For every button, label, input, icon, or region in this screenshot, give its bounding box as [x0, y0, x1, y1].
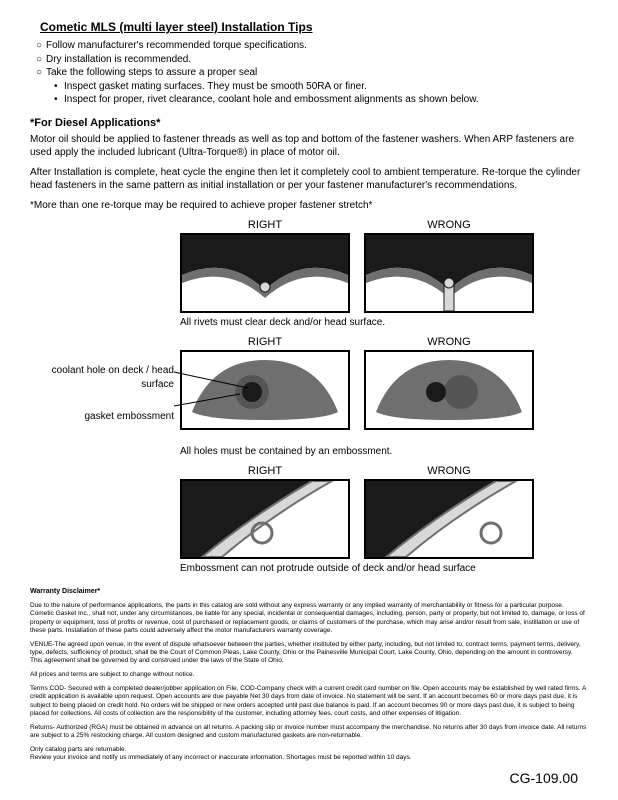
warranty-head: Warranty Disclaimer* [30, 588, 588, 597]
fine-p4: Terms COD- Secured with a completed deal… [30, 685, 588, 718]
diesel-heading: *For Diesel Applications* [30, 117, 588, 129]
subbullet-1: Inspect gasket mating surfaces. They mus… [64, 80, 367, 94]
diesel-p3: *More than one re-torque may be required… [30, 199, 588, 212]
fine-p1: Due to the nature of performance applica… [30, 602, 588, 635]
bullet-1: Follow manufacturer's recommended torque… [46, 39, 307, 53]
subbullet-2: Inspect for proper, rivet clearance, coo… [64, 93, 479, 107]
diagram-wrong-3 [364, 479, 534, 559]
diagram-row-2: coolant hole on deck / head surface gask… [30, 336, 588, 442]
fine-p6b: Review your invoice and notify us immedi… [30, 754, 412, 761]
diagram-right-1 [180, 233, 350, 313]
label-right-2: RIGHT [180, 336, 350, 348]
fine-p5: Returns- Authorized (RGA) must be obtain… [30, 724, 588, 740]
label-wrong-3: WRONG [364, 465, 534, 477]
label-gasket: gasket embossment [30, 410, 174, 424]
diesel-p2: After Installation is complete, heat cyc… [30, 166, 588, 192]
caption-2: All holes must be contained by an emboss… [180, 446, 534, 457]
label-wrong-2: WRONG [364, 336, 534, 348]
fine-p2: VENUE-The agreed upon venue, in the even… [30, 641, 581, 656]
fine-p6: Only catalog parts are returnable. [30, 746, 126, 753]
diagram-row-1: RIGHT WRONG [30, 219, 588, 313]
page-title: Cometic MLS (multi layer steel) Installa… [40, 20, 588, 34]
caption-1: All rivets must clear deck and/or head s… [180, 317, 534, 328]
bullet-list: ○Follow manufacturer's recommended torqu… [36, 39, 588, 107]
diagram-right-3 [180, 479, 350, 559]
bullet-2: Dry installation is recommended. [46, 53, 191, 67]
diagram-area: RIGHT WRONG [30, 219, 588, 574]
fine-p3: All prices and terms are subject to chan… [30, 671, 588, 679]
diagram-row-3: RIGHT WRONG [30, 465, 588, 559]
bullet-3: Take the following steps to assure a pro… [46, 66, 257, 80]
label-right-3: RIGHT [180, 465, 350, 477]
diagram-right-2 [180, 350, 350, 430]
caption-3: Embossment can not protrude outside of d… [180, 563, 534, 574]
diesel-p1: Motor oil should be applied to fastener … [30, 133, 588, 159]
diagram-wrong-2 [364, 350, 534, 430]
label-right-1: RIGHT [180, 219, 350, 231]
page-footer-code: CG-109.00 [510, 770, 578, 786]
fine-p2b: This agreement shall be governed by and … [30, 657, 284, 664]
label-coolant: coolant hole on deck / head surface [30, 364, 174, 392]
label-wrong-1: WRONG [364, 219, 534, 231]
diagram-wrong-1 [364, 233, 534, 313]
fine-print: Warranty Disclaimer* Due to the nature o… [30, 588, 588, 763]
